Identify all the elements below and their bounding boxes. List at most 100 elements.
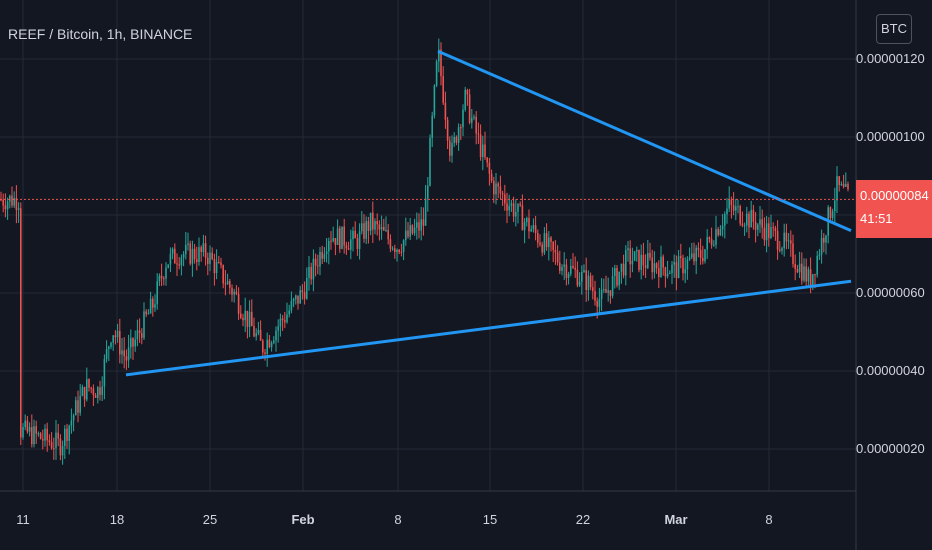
candle-body — [42, 438, 44, 441]
candle-body — [136, 330, 139, 340]
candle-body — [246, 310, 249, 327]
candle-body — [211, 252, 213, 259]
candle-body — [418, 222, 420, 231]
candle-body — [398, 249, 400, 252]
candle-body — [611, 276, 614, 296]
candle-body — [413, 227, 416, 234]
candle-body — [662, 256, 664, 268]
candle-body — [301, 290, 304, 293]
candle-body — [829, 207, 832, 218]
candle-body — [220, 262, 222, 266]
candle-body — [143, 311, 145, 338]
candle-body — [649, 253, 651, 258]
candle-body — [765, 223, 768, 241]
candle-body — [81, 386, 84, 396]
candle-body — [176, 263, 178, 265]
trendline-ascending[interactable] — [125, 279, 852, 377]
candle-body — [53, 448, 55, 450]
candle-body — [675, 262, 678, 279]
candle-body — [581, 272, 583, 282]
candle-body — [724, 214, 726, 226]
candle-body — [534, 225, 537, 233]
candle-body — [66, 428, 68, 441]
candle-body — [292, 299, 295, 301]
candle-body — [741, 223, 744, 226]
candle-body — [625, 250, 627, 276]
candle-body — [446, 119, 449, 141]
candle-body — [651, 257, 653, 273]
candle-body — [6, 201, 9, 210]
candle-body — [640, 254, 642, 270]
candle-body — [576, 269, 579, 286]
candle-body — [556, 252, 559, 263]
candle-body — [468, 94, 471, 123]
candle-body — [757, 224, 759, 230]
candle-body — [165, 267, 167, 279]
candle-body — [101, 386, 103, 395]
candle-body — [748, 213, 750, 228]
candle-body — [638, 249, 640, 270]
candle-body — [112, 335, 114, 343]
candle-body — [523, 222, 526, 231]
candle-body — [684, 269, 686, 274]
candle-body — [253, 326, 255, 337]
candle-body — [554, 249, 557, 253]
candle-body — [163, 278, 165, 280]
candle-body — [4, 205, 7, 210]
candle-body — [627, 248, 629, 251]
chart-title: REEF / Bitcoin, 1h, BINANCE — [8, 26, 193, 42]
candle-body — [816, 255, 818, 275]
candle-body — [68, 425, 70, 441]
candle-body — [154, 304, 156, 308]
candle-body — [620, 263, 623, 272]
candle-body — [589, 275, 592, 288]
candle-body — [295, 295, 297, 300]
candle-body — [737, 206, 739, 208]
candle-body — [145, 311, 147, 315]
candle-body — [732, 205, 735, 211]
candle-body — [191, 248, 194, 264]
candle-body — [486, 157, 488, 163]
candle-body — [255, 333, 257, 337]
x-tick-label: 11 — [16, 512, 30, 527]
candle-body — [677, 256, 680, 279]
candle-body — [783, 232, 785, 249]
candle-body — [198, 247, 200, 262]
x-tick-label: 8 — [765, 512, 773, 527]
candle-body — [739, 206, 741, 224]
candle-body — [695, 247, 697, 262]
trendline-descending[interactable] — [437, 49, 852, 232]
candle-body — [297, 295, 299, 304]
candle-body — [717, 229, 719, 236]
candle-body — [763, 227, 766, 241]
candle-body — [490, 173, 493, 181]
candle-body — [237, 293, 240, 314]
candle-body — [455, 136, 458, 143]
candle-body — [462, 109, 464, 128]
candle-body — [801, 263, 803, 281]
candle-body — [235, 291, 238, 294]
candle-body — [752, 209, 755, 222]
price-tag-value: 0.00000084 — [860, 188, 929, 203]
candle-body — [420, 219, 422, 231]
candle-body — [218, 261, 220, 263]
candle-body — [517, 203, 519, 213]
candle-body — [204, 243, 207, 258]
candle-body — [834, 200, 836, 212]
trendlines[interactable] — [125, 49, 852, 377]
candle-body — [257, 330, 260, 334]
candle-body — [697, 247, 700, 250]
currency-badge[interactable]: BTC — [876, 14, 912, 44]
candle-body — [735, 206, 737, 211]
candle-body — [539, 242, 541, 245]
candle-body — [171, 248, 174, 254]
candle-body — [70, 420, 73, 426]
candle-body — [673, 262, 675, 265]
candle-body — [64, 428, 66, 446]
candle-body — [477, 133, 480, 135]
candle-body — [372, 212, 374, 230]
candle-body — [820, 237, 823, 255]
candle-body — [460, 127, 462, 129]
candle-body — [508, 205, 510, 211]
